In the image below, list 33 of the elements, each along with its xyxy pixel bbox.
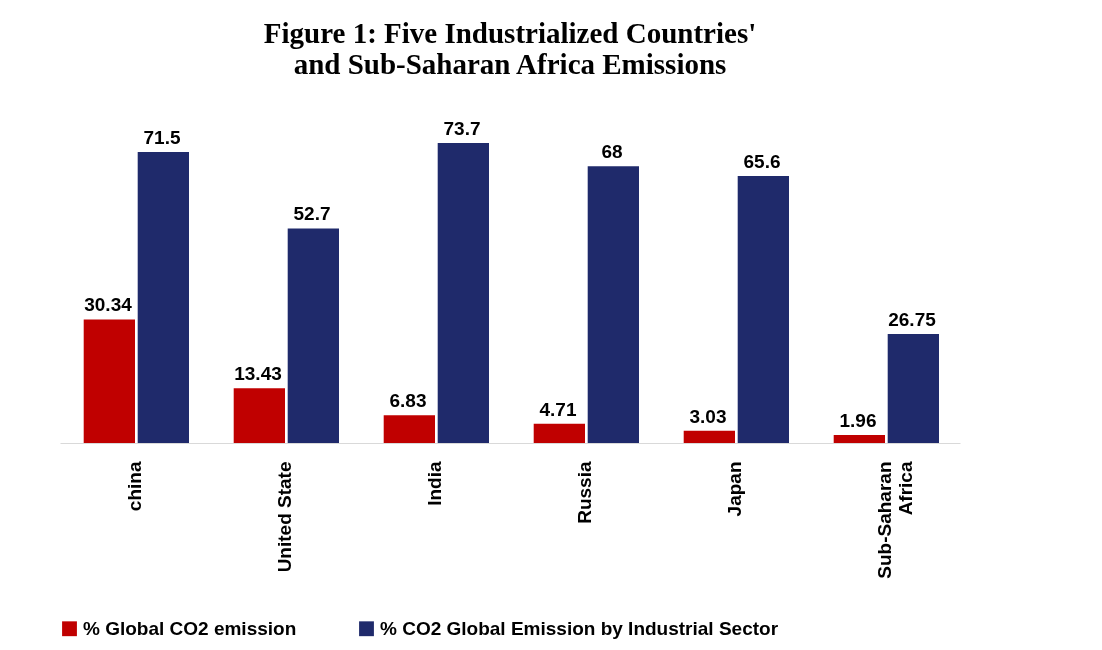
- bar: [383, 415, 435, 443]
- bar: [737, 175, 789, 443]
- x-tick-label: India: [424, 461, 445, 506]
- bar: [587, 166, 639, 443]
- data-label: 73.7: [443, 118, 481, 139]
- data-label: 3.03: [689, 405, 727, 427]
- x-tick-label: United State: [274, 461, 295, 573]
- x-tick-label: Sub-Saharan Africa: [874, 461, 916, 579]
- data-label: 6.83: [389, 390, 427, 412]
- bar: [287, 228, 339, 443]
- legend-label: % CO2 Global Emission by Industrial Sector: [380, 617, 779, 639]
- bar: [233, 388, 285, 443]
- data-label: 4.71: [539, 398, 577, 420]
- data-label: 65.6: [743, 150, 781, 172]
- bar: [833, 435, 885, 443]
- data-label: 1.96: [839, 410, 877, 432]
- x-tick-label: Russia: [574, 461, 595, 524]
- bar: [137, 151, 189, 443]
- bar: [887, 334, 939, 443]
- chart-title: Figure 1: Five Industrialized Countries' and Sub-Saharan Africa Emissions: [263, 17, 757, 80]
- data-label: 30.34: [84, 294, 133, 316]
- data-label: 13.43: [234, 363, 282, 385]
- bar: [437, 143, 489, 443]
- x-tick-label: china: [124, 461, 145, 512]
- bar: [683, 430, 735, 443]
- data-label: 68: [601, 141, 623, 163]
- data-label: 71.5: [143, 126, 181, 148]
- x-tick-label: Japan: [724, 461, 745, 517]
- data-label: 26.75: [888, 309, 937, 331]
- legend-label: % Global CO2 emission: [83, 617, 297, 639]
- bar: [533, 423, 585, 443]
- bar: [83, 319, 135, 443]
- data-label: 52.7: [293, 203, 331, 225]
